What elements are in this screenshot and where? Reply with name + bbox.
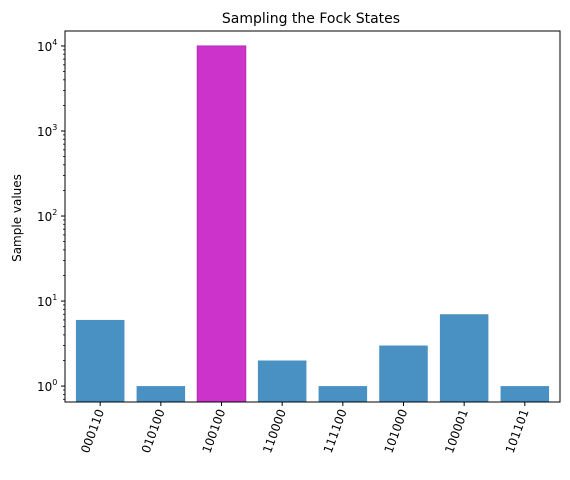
x-tick-label: 110000	[260, 407, 289, 455]
y-tick-label: 103	[37, 123, 57, 139]
bar-111100	[318, 386, 368, 402]
x-tick-label: 101101	[503, 407, 532, 455]
x-tick-label: 100001	[442, 407, 471, 455]
bar-000110	[75, 319, 125, 402]
bar-100001	[439, 314, 489, 402]
bar-101101	[500, 386, 550, 402]
x-tick-label: 100100	[200, 407, 229, 455]
bar-101000	[379, 345, 428, 402]
plot-frame	[64, 30, 561, 403]
y-tick-label: 100	[37, 378, 57, 394]
x-tick-label: 000110	[78, 407, 107, 455]
bar-010100	[136, 386, 186, 402]
bar-110000	[257, 360, 307, 402]
y-axis-label: Sample values	[10, 174, 24, 262]
x-tick-label: 101000	[381, 407, 410, 455]
y-tick-label: 104	[37, 38, 57, 54]
x-tick-label: 111100	[321, 407, 350, 455]
bar-100100	[196, 45, 247, 403]
y-tick-label: 102	[37, 208, 57, 224]
y-tick-label: 101	[37, 293, 57, 309]
bars-layer	[75, 45, 550, 403]
x-tick-label: 010100	[139, 407, 168, 455]
chart-title: Sampling the Fock States	[222, 11, 400, 27]
